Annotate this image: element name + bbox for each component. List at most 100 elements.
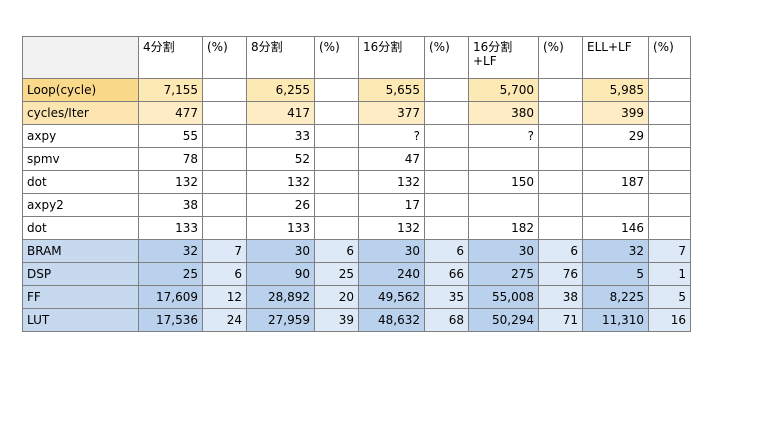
percent-cell xyxy=(424,216,469,240)
percent-cell xyxy=(202,193,247,217)
value-cell: 11,310 xyxy=(582,308,649,332)
percent-cell xyxy=(538,170,583,194)
value-cell: 55,008 xyxy=(468,285,539,309)
value-cell: 30 xyxy=(246,239,315,263)
header-cell-4split: 4分割 xyxy=(138,36,203,79)
header-cell-8split: 8分割 xyxy=(246,36,315,79)
percent-cell xyxy=(424,170,469,194)
header-cell-16split: 16分割 xyxy=(358,36,425,79)
value-cell: 240 xyxy=(358,262,425,286)
percent-cell: 39 xyxy=(314,308,359,332)
percent-cell: 66 xyxy=(424,262,469,286)
table-row: BRAM 32 7 30 6 30 6 30 6 32 7 xyxy=(22,239,691,263)
percent-cell xyxy=(538,216,583,240)
value-cell: 7,155 xyxy=(138,78,203,102)
row-label: LUT xyxy=(22,308,139,332)
header-cell-pct: (%) xyxy=(424,36,469,79)
value-cell: 133 xyxy=(138,216,203,240)
percent-cell xyxy=(538,78,583,102)
value-cell: 132 xyxy=(138,170,203,194)
percent-cell xyxy=(538,124,583,148)
value-cell: 47 xyxy=(358,147,425,171)
header-corner-cell xyxy=(22,36,139,79)
percent-cell xyxy=(314,216,359,240)
table-row: dot 132 132 132 150 187 xyxy=(22,170,691,194)
value-cell: 33 xyxy=(246,124,315,148)
value-cell: 55 xyxy=(138,124,203,148)
percent-cell xyxy=(538,147,583,171)
percent-cell: 25 xyxy=(314,262,359,286)
percent-cell xyxy=(648,78,691,102)
value-cell: 275 xyxy=(468,262,539,286)
value-cell: 380 xyxy=(468,101,539,125)
value-cell: 132 xyxy=(358,170,425,194)
header-cell-pct: (%) xyxy=(202,36,247,79)
percent-cell xyxy=(648,147,691,171)
table-row: Loop(cycle) 7,155 6,255 5,655 5,700 5,985 xyxy=(22,78,691,102)
value-cell: 5 xyxy=(582,262,649,286)
value-cell: ? xyxy=(358,124,425,148)
value-cell: 32 xyxy=(582,239,649,263)
percent-cell xyxy=(424,78,469,102)
header-cell-16split-lf: 16分割+LF xyxy=(468,36,539,79)
percent-cell: 38 xyxy=(538,285,583,309)
row-label: axpy2 xyxy=(22,193,139,217)
percent-cell xyxy=(424,147,469,171)
percent-cell xyxy=(202,78,247,102)
table-row: spmv 78 52 47 xyxy=(22,147,691,171)
row-label: FF xyxy=(22,285,139,309)
percent-cell xyxy=(314,124,359,148)
percent-cell xyxy=(648,101,691,125)
percent-cell: 71 xyxy=(538,308,583,332)
value-cell: 377 xyxy=(358,101,425,125)
value-cell: 49,562 xyxy=(358,285,425,309)
percent-cell: 20 xyxy=(314,285,359,309)
percent-cell xyxy=(202,147,247,171)
table-row: dot 133 133 132 182 146 xyxy=(22,216,691,240)
percent-cell: 6 xyxy=(538,239,583,263)
row-label: cycles/Iter xyxy=(22,101,139,125)
value-cell: 5,655 xyxy=(358,78,425,102)
row-label: DSP xyxy=(22,262,139,286)
value-cell: 17,609 xyxy=(138,285,203,309)
percent-cell: 7 xyxy=(202,239,247,263)
percent-cell xyxy=(538,193,583,217)
percent-cell xyxy=(648,216,691,240)
percent-cell xyxy=(648,170,691,194)
table-row: axpy2 38 26 17 xyxy=(22,193,691,217)
percent-cell xyxy=(314,193,359,217)
percent-cell: 35 xyxy=(424,285,469,309)
value-cell: 38 xyxy=(138,193,203,217)
value-cell: 133 xyxy=(246,216,315,240)
percent-cell: 12 xyxy=(202,285,247,309)
percent-cell: 5 xyxy=(648,285,691,309)
percent-cell xyxy=(202,101,247,125)
table-row: cycles/Iter 477 417 377 380 399 xyxy=(22,101,691,125)
percent-cell: 24 xyxy=(202,308,247,332)
value-cell: 6,255 xyxy=(246,78,315,102)
percent-cell xyxy=(314,170,359,194)
percent-cell xyxy=(648,124,691,148)
header-row: 4分割 (%) 8分割 (%) 16分割 (%) 16分割+LF (%) ELL… xyxy=(22,36,691,79)
value-cell: 52 xyxy=(246,147,315,171)
row-label: dot xyxy=(22,216,139,240)
value-cell xyxy=(468,147,539,171)
value-cell: 29 xyxy=(582,124,649,148)
row-label: spmv xyxy=(22,147,139,171)
table-row: FF 17,609 12 28,892 20 49,562 35 55,008 38 8,225 5 xyxy=(22,285,691,309)
table-row: axpy 55 33?? 29 xyxy=(22,124,691,148)
percent-cell xyxy=(202,170,247,194)
header-cell-pct: (%) xyxy=(314,36,359,79)
table-row: LUT 17,536 24 27,959 39 48,632 68 50,294 71 11,31… xyxy=(22,308,691,332)
percent-cell: 1 xyxy=(648,262,691,286)
percent-cell: 76 xyxy=(538,262,583,286)
value-cell: 187 xyxy=(582,170,649,194)
row-label: axpy xyxy=(22,124,139,148)
value-cell: 146 xyxy=(582,216,649,240)
value-cell: 150 xyxy=(468,170,539,194)
value-cell: 17 xyxy=(358,193,425,217)
value-cell: 48,632 xyxy=(358,308,425,332)
value-cell: 90 xyxy=(246,262,315,286)
value-cell: 28,892 xyxy=(246,285,315,309)
value-cell: 5,985 xyxy=(582,78,649,102)
